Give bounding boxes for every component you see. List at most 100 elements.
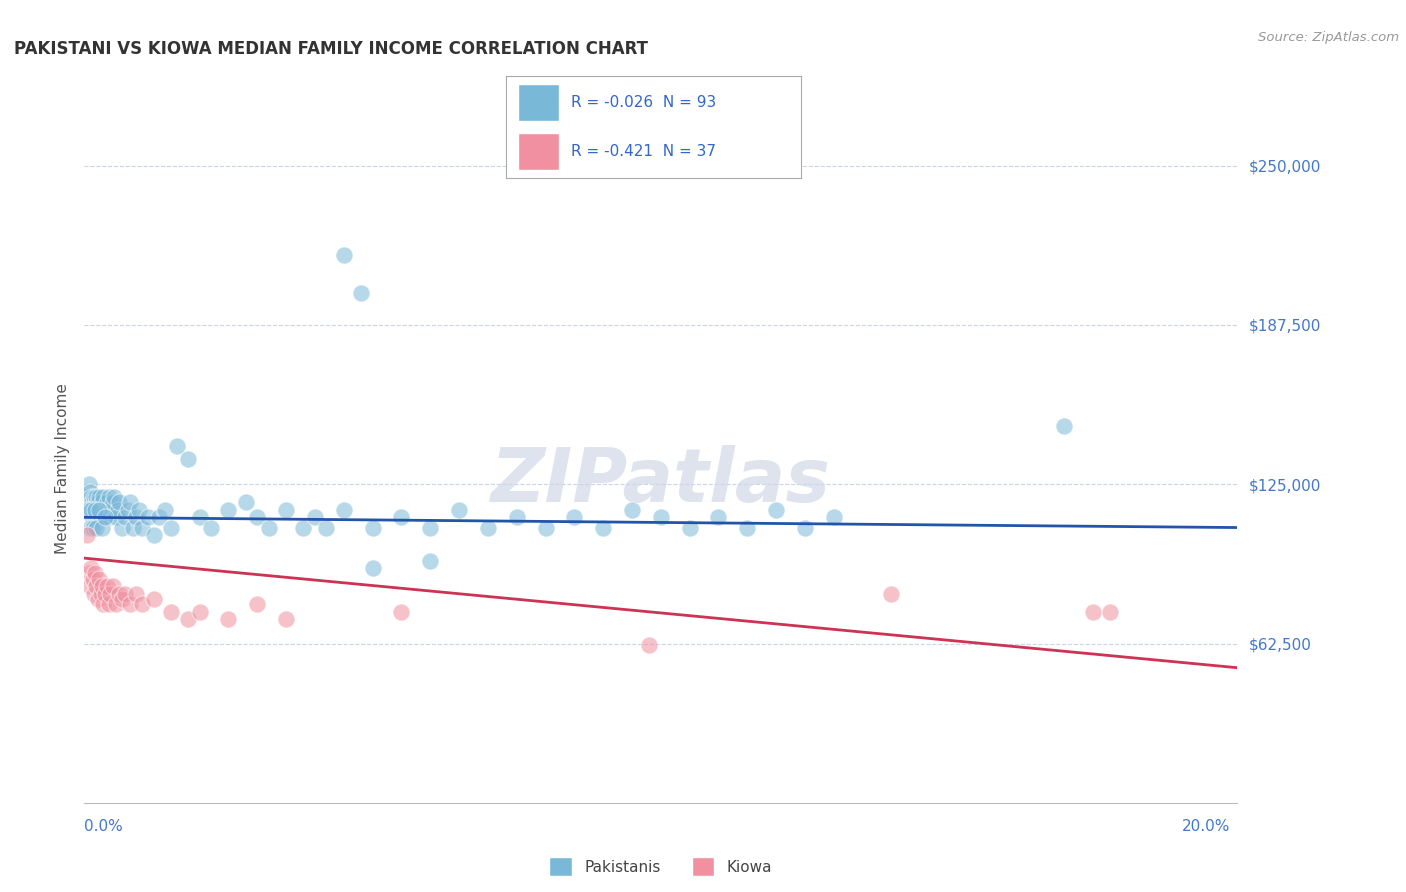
Point: [419, 520, 441, 534]
Point: [235, 495, 257, 509]
Point: [678, 520, 700, 534]
Point: [125, 510, 148, 524]
Point: [707, 510, 730, 524]
Point: [621, 502, 644, 516]
Point: [166, 439, 188, 453]
Point: [1053, 418, 1076, 433]
Point: [332, 502, 354, 516]
Point: [97, 597, 120, 611]
Point: [80, 495, 103, 509]
Point: [103, 495, 124, 509]
Point: [105, 510, 128, 524]
Point: [79, 579, 101, 593]
Point: [84, 520, 107, 534]
Point: [332, 248, 354, 262]
Point: [737, 520, 759, 534]
Point: [80, 502, 103, 516]
Point: [90, 579, 112, 593]
Point: [105, 597, 128, 611]
Point: [94, 587, 117, 601]
Point: [80, 490, 103, 504]
Point: [274, 502, 298, 516]
Point: [350, 286, 373, 301]
Point: [86, 579, 108, 593]
Text: PAKISTANI VS KIOWA MEDIAN FAMILY INCOME CORRELATION CHART: PAKISTANI VS KIOWA MEDIAN FAMILY INCOME …: [14, 40, 648, 58]
Point: [84, 495, 107, 509]
Point: [114, 510, 136, 524]
Point: [148, 510, 170, 524]
Point: [188, 605, 211, 619]
Point: [246, 597, 269, 611]
Point: [120, 495, 142, 509]
Point: [97, 490, 120, 504]
Point: [87, 572, 110, 586]
Y-axis label: Median Family Income: Median Family Income: [55, 383, 70, 554]
Point: [389, 510, 413, 524]
Point: [153, 502, 176, 516]
Point: [80, 561, 103, 575]
Text: Source: ZipAtlas.com: Source: ZipAtlas.com: [1258, 31, 1399, 45]
Point: [108, 587, 131, 601]
Point: [292, 520, 315, 534]
Point: [76, 502, 98, 516]
Point: [793, 520, 815, 534]
FancyBboxPatch shape: [517, 84, 560, 121]
Point: [120, 597, 142, 611]
Legend: Pakistanis, Kiowa: Pakistanis, Kiowa: [543, 851, 779, 882]
Point: [87, 495, 110, 509]
Point: [93, 597, 115, 611]
Point: [142, 528, 165, 542]
Point: [128, 502, 150, 516]
Text: ZIPatlas: ZIPatlas: [491, 445, 831, 518]
Point: [84, 566, 107, 581]
Point: [77, 566, 100, 581]
Point: [131, 520, 153, 534]
Point: [103, 490, 125, 504]
Point: [80, 500, 103, 515]
Text: 0.0%: 0.0%: [84, 819, 124, 834]
Point: [82, 502, 104, 516]
Point: [1099, 605, 1122, 619]
Text: R = -0.026  N = 93: R = -0.026 N = 93: [571, 95, 717, 110]
Point: [96, 579, 118, 593]
Point: [98, 510, 121, 524]
Point: [315, 520, 337, 534]
Point: [103, 579, 124, 593]
Point: [136, 510, 159, 524]
Point: [79, 495, 101, 509]
Point: [200, 520, 222, 534]
Point: [93, 510, 115, 524]
Point: [82, 520, 104, 534]
Point: [506, 510, 529, 524]
Point: [177, 612, 200, 626]
Point: [89, 510, 111, 524]
Point: [650, 510, 672, 524]
Point: [160, 520, 183, 534]
Point: [96, 502, 118, 516]
Point: [304, 510, 326, 524]
Point: [90, 520, 112, 534]
Point: [160, 605, 183, 619]
Point: [79, 520, 101, 534]
Point: [76, 528, 98, 542]
Point: [83, 490, 105, 504]
Point: [98, 587, 121, 601]
Point: [188, 510, 211, 524]
Point: [125, 587, 148, 601]
FancyBboxPatch shape: [517, 133, 560, 170]
Point: [82, 510, 104, 524]
Point: [89, 587, 111, 601]
Point: [77, 502, 100, 516]
Point: [592, 520, 614, 534]
Point: [361, 520, 384, 534]
Point: [87, 502, 110, 516]
Point: [257, 520, 280, 534]
Point: [122, 520, 145, 534]
Point: [77, 477, 100, 491]
Point: [1081, 605, 1104, 619]
Point: [217, 502, 239, 516]
Point: [83, 495, 105, 509]
Point: [86, 502, 108, 516]
Point: [274, 612, 298, 626]
Point: [86, 591, 108, 606]
